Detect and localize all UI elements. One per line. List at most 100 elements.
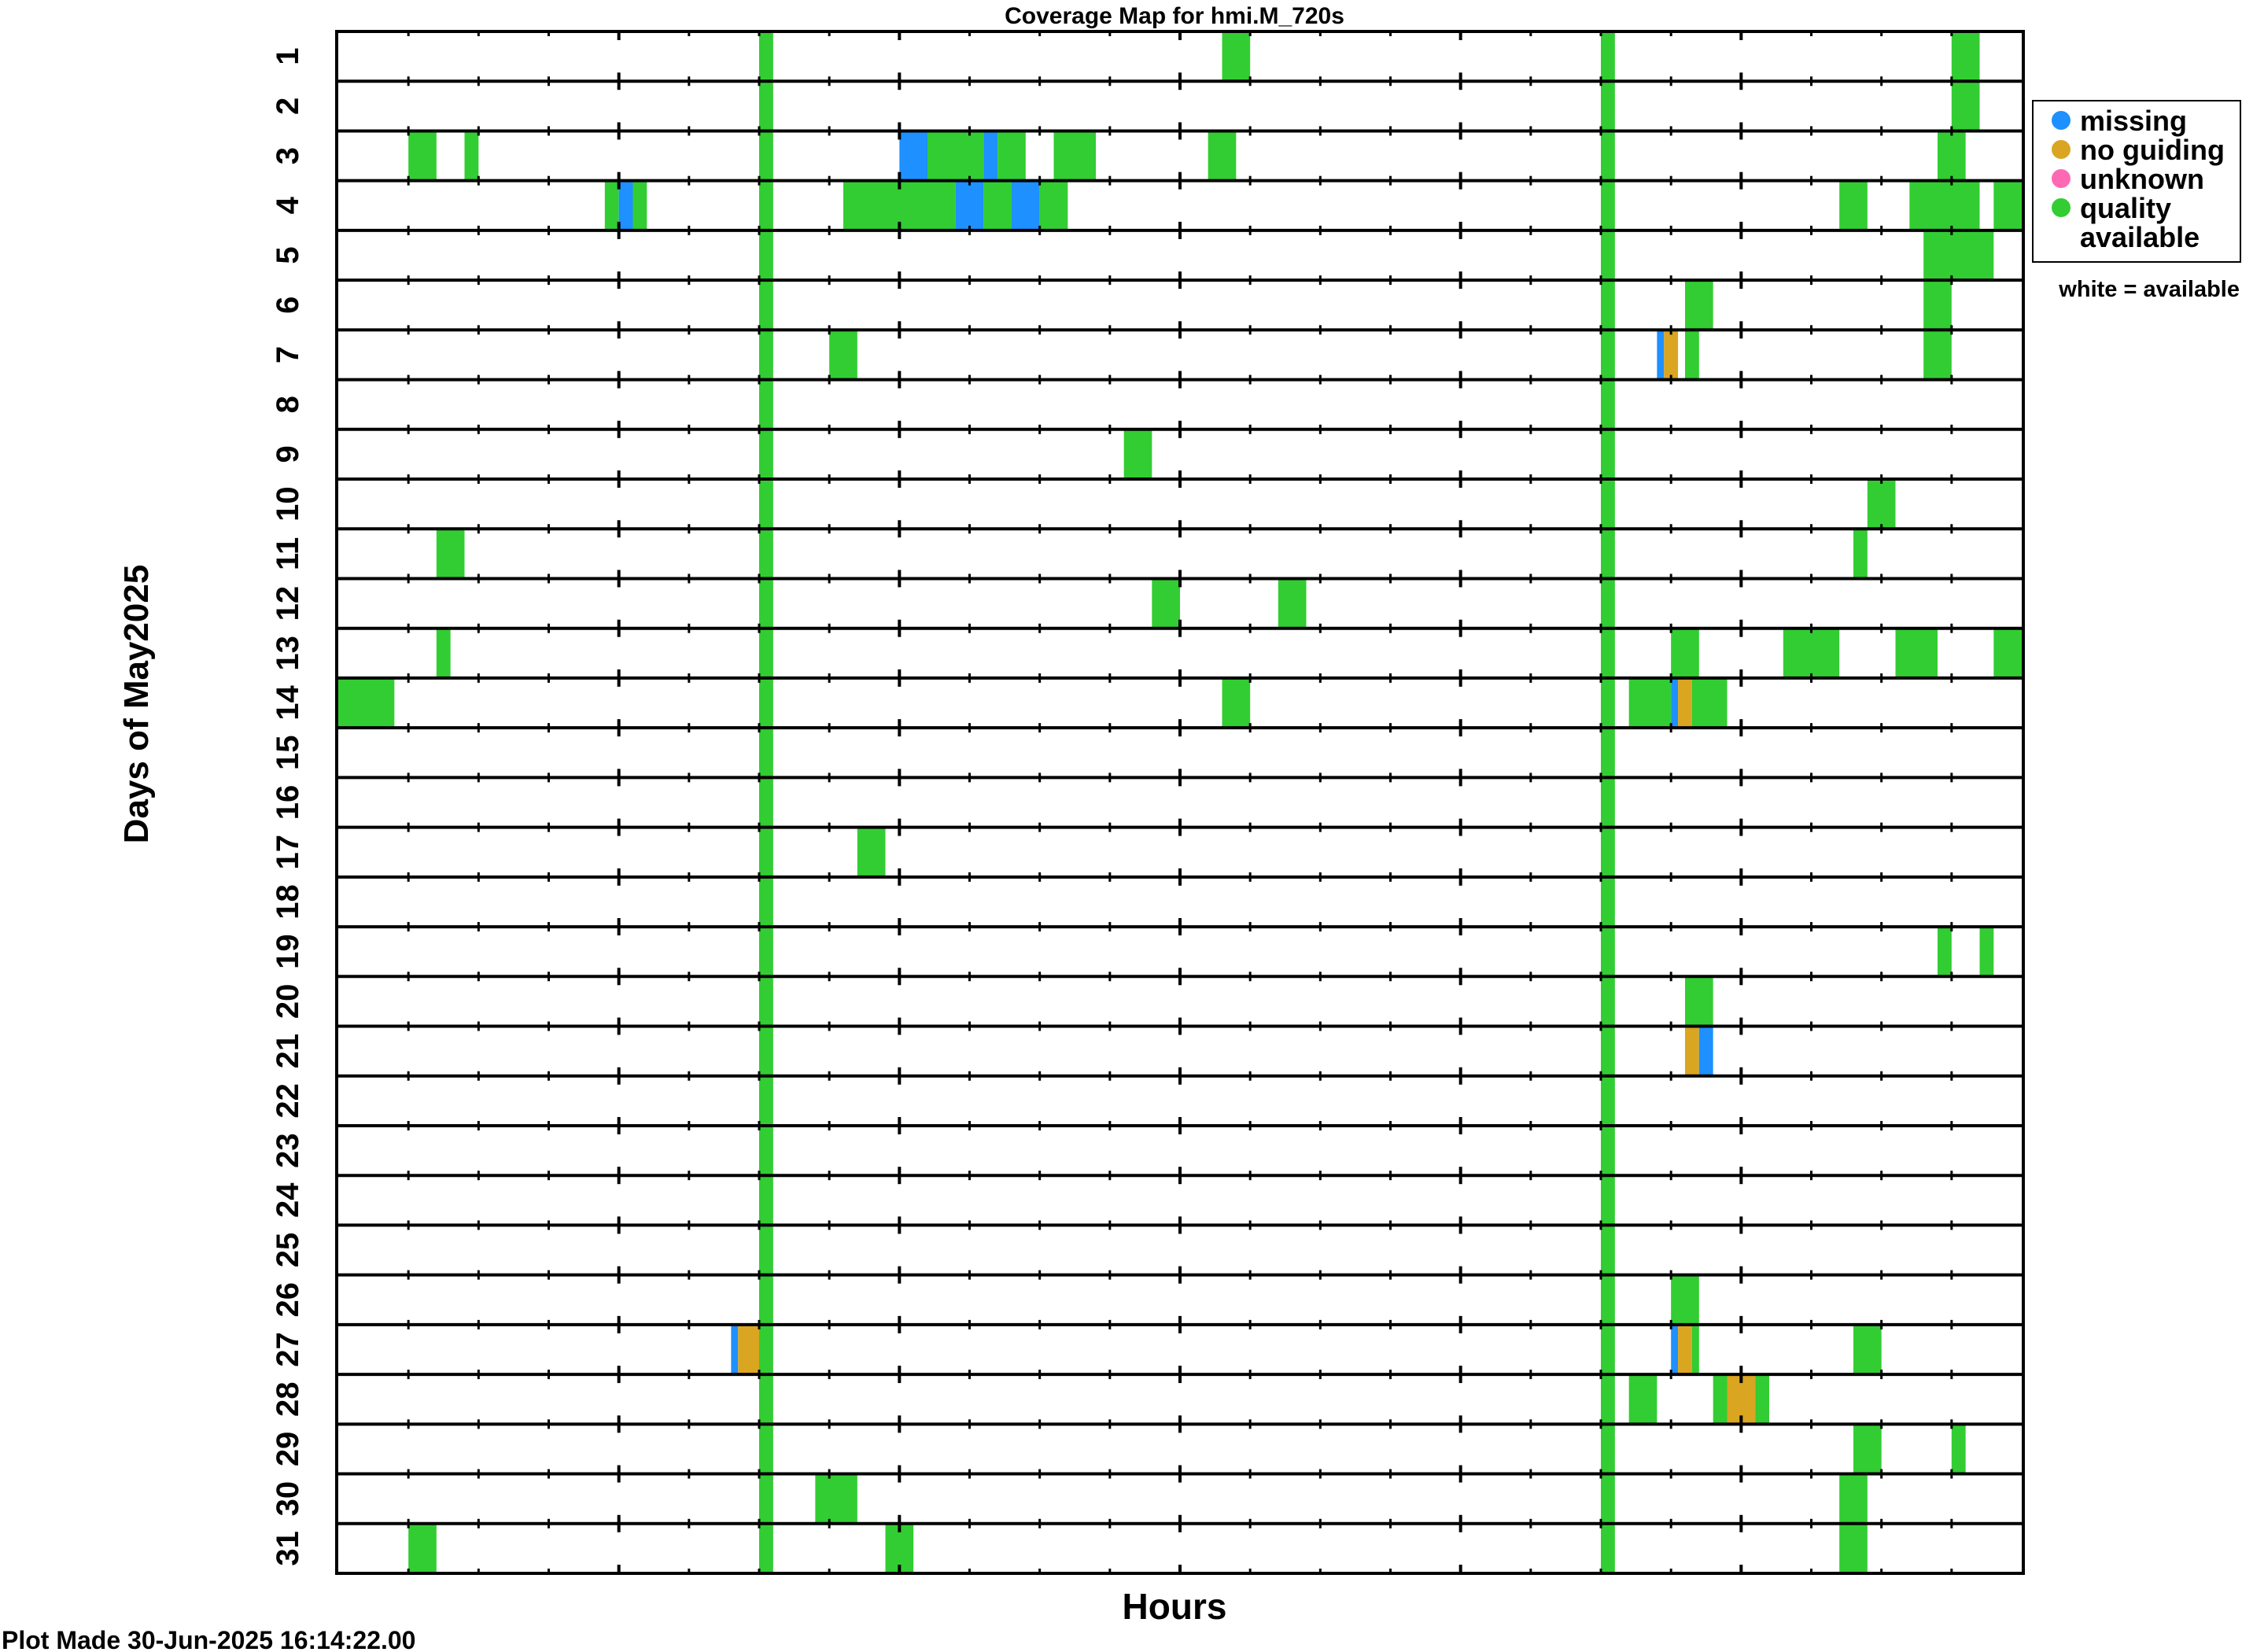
hour-tick-marks <box>407 31 1953 1573</box>
segment-day21-noguiding <box>1685 1026 1699 1076</box>
legend-missing-marker <box>2052 111 2071 130</box>
segment-day3-missing <box>983 131 998 181</box>
segment-day12-quality <box>1152 578 1180 629</box>
segment-day4-quality <box>1039 180 1068 230</box>
day-label-2: 2 <box>271 98 305 115</box>
day-label-10: 10 <box>271 486 305 522</box>
segment-day28-quality <box>1755 1374 1769 1425</box>
day-label-5: 5 <box>271 246 305 264</box>
segment-day14-quality <box>1222 677 1251 728</box>
segment-day7-quality <box>1685 330 1699 380</box>
segment-day13-quality <box>1895 628 1938 678</box>
day-label-7: 7 <box>271 346 305 363</box>
day-label-23: 23 <box>271 1133 305 1168</box>
day-label-17: 17 <box>271 835 305 870</box>
segment-day27-quality <box>1853 1324 1882 1375</box>
segment-day27-missing <box>731 1324 739 1375</box>
segment-day3-quality <box>1053 131 1096 181</box>
segment-day3-quality <box>1208 131 1237 181</box>
segment-day14-quality <box>1628 677 1672 728</box>
segment-day13-quality <box>1671 628 1699 678</box>
day-label-25: 25 <box>271 1233 305 1268</box>
legend-quality-label: quality <box>2080 192 2171 224</box>
legend-unknown-label: unknown <box>2080 163 2204 195</box>
segment-day19-quality <box>1979 927 1994 977</box>
day-label-14: 14 <box>271 685 305 721</box>
segment-day4-quality <box>632 180 647 230</box>
segment-day7-missing <box>1657 330 1665 380</box>
daily-band-1 <box>759 31 773 1573</box>
segment-day14-noguiding <box>1678 677 1692 728</box>
legend-note: white = available <box>2058 277 2240 302</box>
day-label-3: 3 <box>271 147 305 164</box>
segment-day29-quality <box>1951 1424 1966 1474</box>
segment-day13-quality <box>1783 628 1840 678</box>
day-label-27: 27 <box>271 1332 305 1367</box>
plot-frame <box>335 30 2025 1575</box>
segment-day3-quality <box>464 131 479 181</box>
segment-day11-quality <box>1853 529 1868 579</box>
day-label-12: 12 <box>271 586 305 621</box>
segment-day12-quality <box>1278 578 1307 629</box>
segment-day2-quality <box>1951 81 1980 131</box>
legend-no-guiding-label: no guiding <box>2080 134 2225 166</box>
day-label-24: 24 <box>271 1182 305 1218</box>
segment-day28-quality <box>1713 1374 1728 1425</box>
legend-quality-marker <box>2052 198 2071 217</box>
day-label-9: 9 <box>271 445 305 463</box>
segment-day10-quality <box>1867 479 1896 529</box>
segment-day27-noguiding <box>738 1324 759 1375</box>
segment-day26-quality <box>1671 1274 1699 1325</box>
day-label-30: 30 <box>271 1481 305 1517</box>
segment-day27-missing <box>1671 1324 1679 1375</box>
segment-day7-quality <box>1923 330 1952 380</box>
segment-day28-quality <box>1628 1374 1658 1425</box>
segment-day4-quality <box>1993 180 2022 230</box>
legend-available-label: available <box>2080 221 2200 253</box>
segment-day6-quality <box>1923 280 1952 330</box>
day-tick-labels: 1234567891011121314151617181920212223242… <box>271 47 305 1565</box>
y-axis-label: Days of May2025 <box>117 565 156 844</box>
segment-day14-quality <box>1691 677 1728 728</box>
segment-day4-missing <box>618 180 633 230</box>
segment-day31-quality <box>1839 1523 1868 1573</box>
segment-day11-quality <box>436 529 465 579</box>
segment-day4-missing <box>955 180 984 230</box>
day-label-1: 1 <box>271 47 305 65</box>
segment-day7-quality <box>829 330 857 380</box>
day-label-20: 20 <box>271 984 305 1020</box>
segment-day9-quality <box>1123 429 1152 480</box>
segment-day3-missing <box>899 131 927 181</box>
segment-day13-quality <box>436 628 451 678</box>
segment-day6-quality <box>1685 280 1713 330</box>
segment-day30-quality <box>1839 1473 1868 1524</box>
day-label-21: 21 <box>271 1034 305 1069</box>
day-label-16: 16 <box>271 785 305 820</box>
segment-day3-quality <box>1938 131 1966 181</box>
legend: missing no guiding unknown quality avail… <box>2032 100 2241 302</box>
day-label-11: 11 <box>271 537 305 570</box>
segment-day20-quality <box>1685 976 1713 1027</box>
coverage-segments <box>338 31 2022 1573</box>
day-label-28: 28 <box>271 1381 305 1417</box>
segment-day1-quality <box>1222 31 1251 82</box>
segment-day1-quality <box>1951 31 1980 82</box>
segment-day3-quality <box>927 131 984 181</box>
segment-day21-missing <box>1698 1026 1713 1076</box>
segment-day4-quality <box>1909 180 1938 230</box>
chart-title: Coverage Map for hmi.M_720s <box>1005 3 1344 29</box>
day-label-4: 4 <box>271 196 305 214</box>
segment-day5-quality <box>1923 230 1994 281</box>
day-label-6: 6 <box>271 297 305 314</box>
day-label-19: 19 <box>271 934 305 969</box>
day-label-15: 15 <box>271 736 305 771</box>
day-label-29: 29 <box>271 1432 305 1467</box>
legend-no-guiding-marker <box>2052 140 2071 159</box>
segment-day27-noguiding <box>1678 1324 1692 1375</box>
segment-day31-quality <box>408 1523 437 1573</box>
day-label-13: 13 <box>271 636 305 671</box>
segment-day3-quality <box>408 131 437 181</box>
legend-missing-label: missing <box>2080 105 2187 137</box>
day-label-31: 31 <box>271 1531 305 1566</box>
